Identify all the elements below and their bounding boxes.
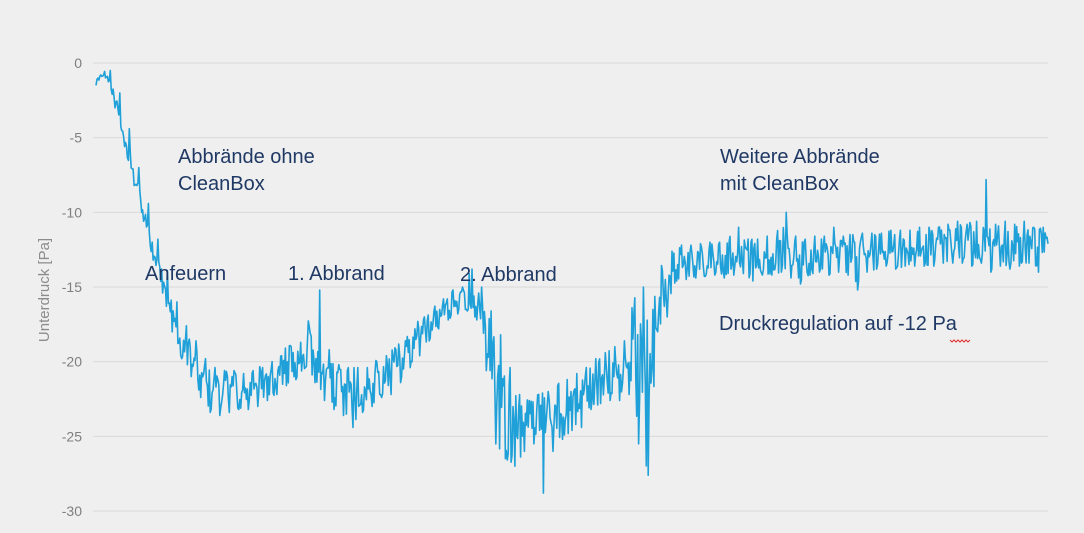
y-tick-label: -15 [62,279,82,295]
series-line [95,69,1049,494]
annotation-anfeuern: Anfeuern [145,263,226,285]
annotations: Abbrände ohne CleanBox Anfeuern 1. Abbra… [145,146,971,343]
annotation-ohne-line1: Abbrände ohne [178,146,315,168]
annotation-abbrand-1: 1. Abbrand [288,263,385,285]
y-tick-label: -10 [62,204,82,220]
annotation-weitere-line2: mit CleanBox [720,173,839,195]
annotation-weitere-line1: Weitere Abbrände [720,146,880,168]
y-tick-label: -30 [62,503,82,519]
annotation-abbrand-2: 2. Abbrand [460,264,557,286]
series-pressure [95,69,1049,494]
y-tick-label: -25 [62,428,82,444]
gridlines [93,62,1048,512]
y-tick-labels: 0 -5 -10 -15 -20 -25 -30 [62,55,82,519]
spellcheck-underline [949,339,971,343]
y-tick-label: 0 [74,55,82,71]
y-tick-label: -20 [62,354,82,370]
y-axis-label: Unterdruck [Pa] [36,238,53,342]
annotation-druckregulation: Druckregulation auf -12 Pa [719,313,958,335]
y-tick-label: -5 [70,130,83,146]
annotation-ohne-line2: CleanBox [178,173,265,195]
